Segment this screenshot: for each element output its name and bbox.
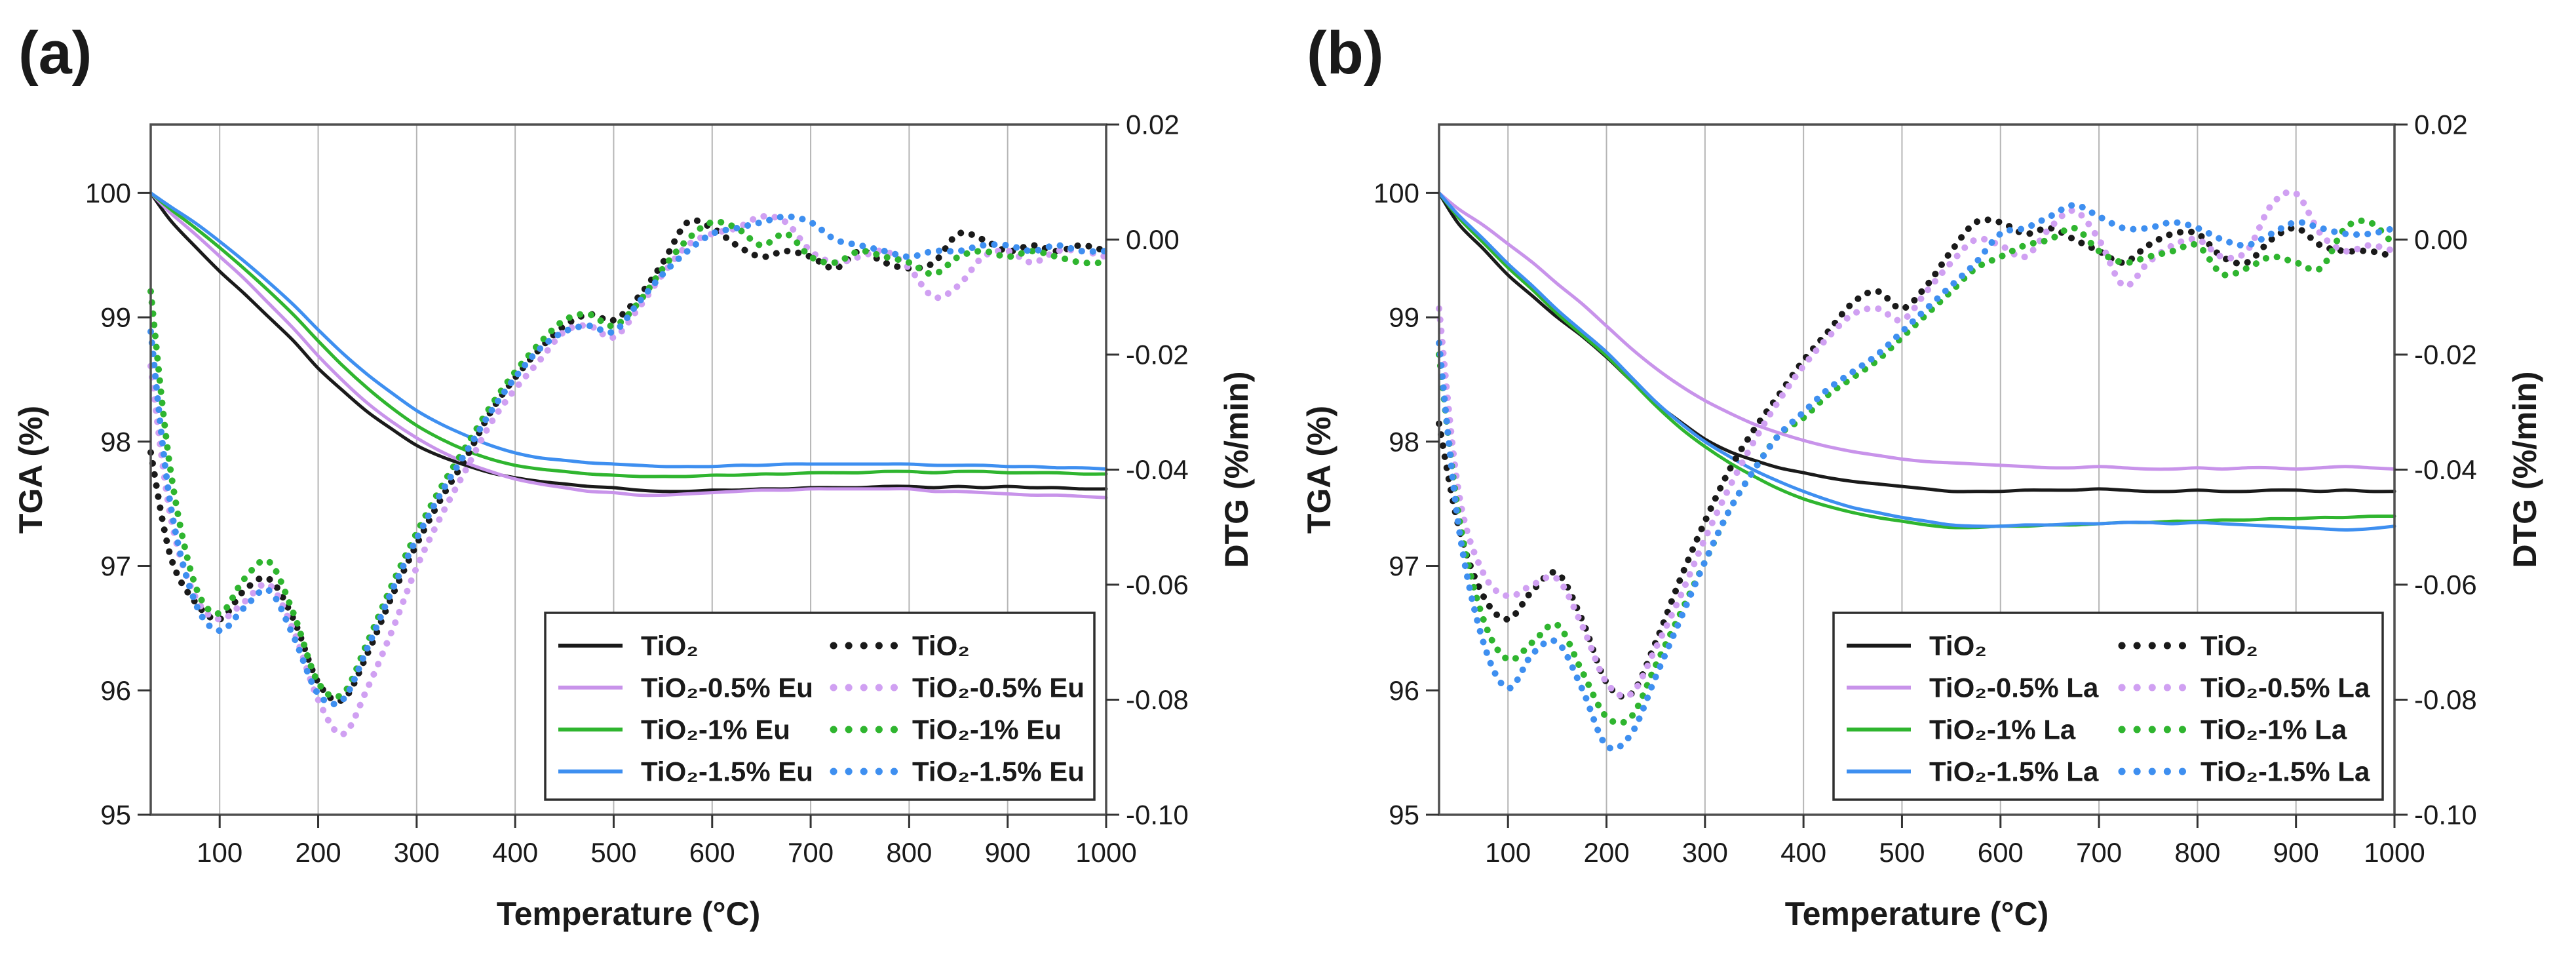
x-tick-label-100: 100	[197, 837, 242, 868]
tga-tick-label-95: 95	[1389, 800, 1419, 830]
x-tick-label-700: 700	[2076, 837, 2122, 868]
x-tick-label-800: 800	[2174, 837, 2220, 868]
tga-tick-label-99: 99	[100, 302, 131, 333]
tio-1-eu-tga-line	[149, 191, 1108, 478]
dtg-tick-label--0.08: -0.08	[2414, 684, 2477, 715]
dtg-tick-label--0.1: -0.10	[2414, 800, 2477, 830]
tga-tick-label-98: 98	[1389, 426, 1419, 457]
tga-tick-label-99: 99	[1389, 302, 1419, 333]
dtg-tick-label--0.04: -0.04	[1126, 454, 1189, 485]
x-tick-label-900: 900	[985, 837, 1031, 868]
tio-1-la-dtg-line	[1436, 217, 2398, 727]
legend-label: TiO₂	[912, 631, 970, 661]
x-tick-label-700: 700	[788, 837, 834, 868]
x-tick-label-800: 800	[886, 837, 932, 868]
legend-label: TiO₂-1% La	[1929, 714, 2076, 745]
x-tick-label-400: 400	[1780, 837, 1826, 868]
x-tick-label-200: 200	[295, 837, 341, 868]
x-tick-label-500: 500	[590, 837, 636, 868]
legend-box	[544, 612, 1096, 801]
legend-label: TiO₂-1% La	[2201, 714, 2347, 745]
dtg-tick-label--0.06: -0.06	[2414, 570, 2477, 600]
tio-1-5-eu-dtg-line	[147, 213, 1109, 708]
tga-tick-label-96: 96	[1389, 675, 1419, 706]
tio-0-5-eu-tga-line	[149, 191, 1108, 499]
legend-label: TiO₂-1.5% Eu	[912, 756, 1085, 787]
panel-label: (b)	[1307, 20, 1383, 87]
x-tick-label-1000: 1000	[2364, 837, 2425, 868]
x-tick-label-900: 900	[2273, 837, 2319, 868]
dtg-tick-label-0: 0.00	[1126, 224, 1180, 255]
x-tick-label-1000: 1000	[1075, 837, 1136, 868]
y-left-axis-title: TGA (%)	[1301, 406, 1337, 534]
legend-label: TiO₂-1.5% Eu	[641, 756, 813, 787]
y-right-axis-title: DTG (%/min)	[1218, 372, 1255, 568]
legend-label: TiO₂-1% Eu	[912, 714, 1062, 745]
tio-tga-line	[1437, 191, 2396, 494]
legend-label: TiO₂-0.5% Eu	[912, 672, 1085, 703]
tio-0-5-la-dtg-line	[1436, 188, 2398, 700]
tio-0-5-eu-dtg-line	[147, 212, 1109, 738]
tio-1-5-la-tga-line	[1437, 191, 2396, 532]
x-tick-label-600: 600	[1978, 837, 2024, 868]
panel-b: (b) 100 200 300 400 500 600 700 800 900 1000 95 96 97…	[1288, 0, 2576, 955]
x-tick-label-500: 500	[1879, 837, 1925, 868]
tio-1-la-tga-line	[1437, 191, 2396, 530]
legend-box	[1832, 612, 2384, 801]
legend-label: TiO₂-1% Eu	[641, 714, 790, 745]
tio-1-5-la-dtg-line	[1436, 201, 2398, 752]
panel-a-chart: (a) 100 200 300 400 500 600 700 800 900 1000 95 96 97…	[12, 20, 1255, 932]
dtg-tick-label-0.02: 0.02	[1126, 109, 1180, 140]
legend-label: TiO₂	[641, 631, 699, 661]
dtg-tick-label-0.02: 0.02	[2414, 109, 2468, 140]
x-tick-label-300: 300	[394, 837, 440, 868]
tio-1-5-eu-tga-line	[149, 191, 1108, 471]
dtg-tick-label-0: 0.00	[2414, 224, 2468, 255]
x-tick-label-600: 600	[689, 837, 735, 868]
dtg-tick-label--0.1: -0.10	[1126, 800, 1189, 830]
x-tick-label-400: 400	[492, 837, 538, 868]
x-tick-label-100: 100	[1485, 837, 1531, 868]
tio-dtg-line	[1436, 216, 2398, 700]
legend-label: TiO₂	[2201, 631, 2258, 661]
panel-label: (a)	[18, 20, 92, 87]
tio-0-5-la-tga-line	[1437, 191, 2396, 471]
legend-label: TiO₂-0.5% Eu	[641, 672, 813, 703]
legend-label: TiO₂	[1929, 631, 1987, 661]
legend-label: TiO₂-0.5% La	[1929, 672, 2099, 703]
panel-a: (a) 100 200 300 400 500 600 700 800 900 1000 95 96 97…	[12, 20, 1255, 932]
dtg-tick-label--0.08: -0.08	[1126, 684, 1189, 715]
tga-tick-label-97: 97	[100, 551, 131, 581]
legend-label: TiO₂-1.5% La	[1929, 756, 2099, 787]
y-left-axis-title: TGA (%)	[12, 406, 49, 534]
dtg-tick-label--0.04: -0.04	[2414, 454, 2477, 485]
legend-label: TiO₂-1.5% La	[2201, 756, 2370, 787]
tga-tick-label-98: 98	[100, 426, 131, 457]
tga-tick-label-100: 100	[1374, 178, 1419, 208]
tga-tick-label-95: 95	[100, 800, 131, 830]
tga-tick-label-97: 97	[1389, 551, 1419, 581]
tio-1-eu-dtg-line	[147, 218, 1109, 701]
dtg-tick-label--0.06: -0.06	[1126, 570, 1189, 600]
dtg-tick-label--0.02: -0.02	[1126, 340, 1189, 370]
x-axis-title: Temperature (°C)	[1785, 895, 2048, 932]
panel-b-chart: (b) 100 200 300 400 500 600 700 800 900 1000 95 96 97…	[1301, 20, 2543, 932]
x-tick-label-200: 200	[1583, 837, 1629, 868]
tio-tga-line	[149, 191, 1108, 494]
tga-tick-label-100: 100	[85, 178, 131, 208]
x-axis-title: Temperature (°C)	[497, 895, 760, 932]
x-tick-label-300: 300	[1682, 837, 1728, 868]
y-right-axis-title: DTG (%/min)	[2507, 372, 2543, 568]
tga-tick-label-96: 96	[100, 675, 131, 706]
legend-label: TiO₂-0.5% La	[2201, 672, 2370, 703]
dtg-tick-label--0.02: -0.02	[2414, 340, 2477, 370]
